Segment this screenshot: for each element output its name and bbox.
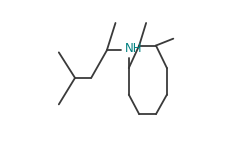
Text: NH: NH <box>125 42 142 55</box>
